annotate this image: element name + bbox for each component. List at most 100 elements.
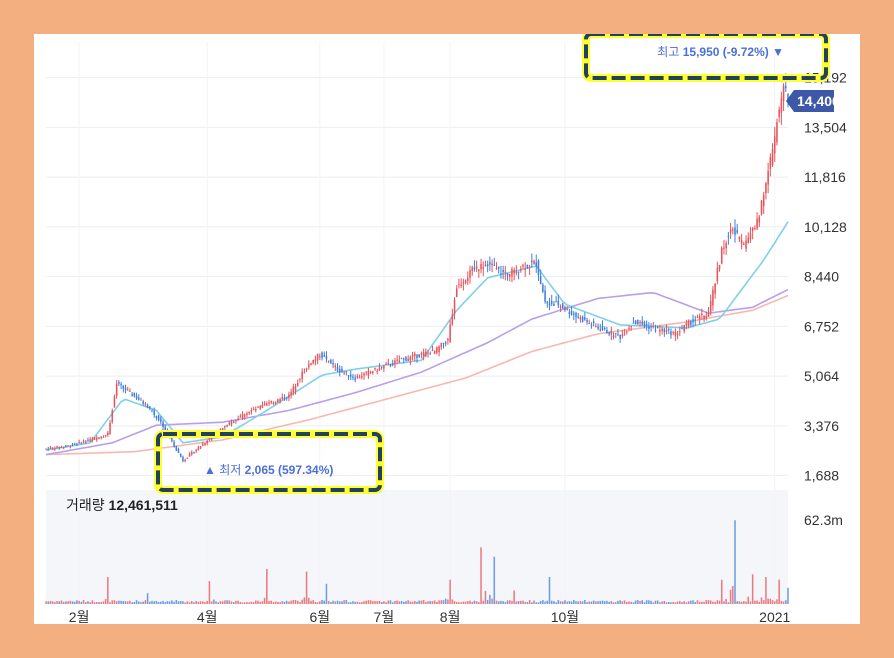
candle-body <box>787 93 789 102</box>
candle-body <box>707 312 710 317</box>
candle-body <box>497 266 500 269</box>
volume-bar <box>674 602 677 604</box>
candle-body <box>102 436 105 438</box>
candle-body <box>418 354 420 358</box>
candle-body <box>378 367 381 371</box>
volume-bar <box>619 600 621 604</box>
volume-bar <box>524 602 526 604</box>
volume-bar <box>365 600 367 604</box>
volume-bar <box>751 574 754 604</box>
candle-body <box>467 277 469 282</box>
volume-bar <box>773 601 776 604</box>
candle-body <box>508 274 511 277</box>
candle-body <box>623 334 626 336</box>
candle-body <box>619 335 621 339</box>
candle-body <box>592 321 595 323</box>
candle-body <box>511 269 513 277</box>
price-tick-label: 13,504 <box>804 119 847 135</box>
candle-body <box>771 149 774 166</box>
volume-bar <box>743 601 745 604</box>
candle-body <box>241 414 244 418</box>
volume-bar <box>204 602 206 604</box>
candle-body <box>277 399 279 403</box>
volume-bar <box>383 601 385 604</box>
candle-body <box>303 371 306 373</box>
candle-body <box>56 446 58 448</box>
volume-bar <box>575 601 577 604</box>
volume-bar <box>175 600 178 604</box>
candle-body <box>561 303 564 309</box>
candle-body <box>345 371 348 373</box>
candle-body <box>400 358 403 360</box>
volume-bar <box>352 601 354 604</box>
candle-body <box>228 422 231 425</box>
volume-bar <box>354 601 356 604</box>
candle-body <box>243 414 246 417</box>
volume-bar <box>277 601 279 604</box>
volume-bar <box>411 601 414 604</box>
volume-bar <box>261 601 264 604</box>
volume-bar <box>765 577 767 604</box>
volume-bar <box>268 600 270 604</box>
volume-bar <box>570 601 573 604</box>
candle-body <box>570 310 573 315</box>
volume-bar <box>712 601 714 604</box>
volume-bar <box>747 596 750 604</box>
volume-bar <box>493 556 496 604</box>
volume-bar <box>420 600 423 604</box>
candle-body <box>177 448 180 453</box>
volume-bar <box>782 601 785 604</box>
stock-chart[interactable]: 1,688 3,376 5,064 6,752 8,440 10,128 11,816 13,… <box>34 34 860 624</box>
candle-body <box>272 402 275 405</box>
volume-bar <box>228 600 231 604</box>
candle-body <box>58 446 61 448</box>
volume-bar <box>171 600 173 604</box>
volume-bar <box>219 601 222 604</box>
candle-body <box>526 264 529 268</box>
date-tick-label: 7월 <box>374 609 395 624</box>
volume-bar <box>557 600 560 604</box>
volume-bar <box>299 602 301 604</box>
volume-bar <box>372 601 374 604</box>
volume-bar <box>69 600 72 604</box>
volume-bar <box>480 547 482 604</box>
candle-body <box>464 280 467 283</box>
volume-bar <box>288 601 290 604</box>
candle-body <box>531 260 533 263</box>
candle-body <box>369 371 372 374</box>
candle-body <box>374 367 376 370</box>
volume-bar <box>643 602 646 604</box>
volume-bar <box>239 602 242 604</box>
candle-body <box>115 383 118 396</box>
volume-bar <box>213 599 215 604</box>
candle-body <box>91 438 94 441</box>
candle-body <box>193 452 195 454</box>
volume-bar <box>778 579 780 604</box>
candle-body <box>155 415 158 419</box>
candle-body <box>502 270 504 273</box>
candle-body <box>292 386 295 393</box>
candle-body <box>349 374 352 377</box>
volume-bar <box>153 601 155 604</box>
volume-bar <box>756 600 758 604</box>
volume-bar <box>497 601 500 604</box>
volume-bar <box>526 602 529 604</box>
volume-bar <box>436 601 438 604</box>
volume-bar <box>453 601 456 604</box>
volume-bar <box>473 600 476 604</box>
candle-body <box>767 170 769 185</box>
volume-bar <box>553 601 555 604</box>
candle-body <box>268 402 270 404</box>
volume-bar <box>56 601 58 604</box>
low-marker-label: ▲ 최저 2,065 (597.34%) <box>204 463 333 477</box>
candle-body <box>486 264 489 267</box>
candle-body <box>754 228 756 230</box>
candle-body <box>705 315 708 319</box>
candle-body <box>489 262 491 265</box>
candle-body <box>252 409 255 411</box>
candle-body <box>54 448 56 450</box>
candle-body <box>175 446 178 451</box>
candle-body <box>151 410 153 412</box>
volume-bar <box>312 600 314 604</box>
volume-bar <box>255 600 257 604</box>
